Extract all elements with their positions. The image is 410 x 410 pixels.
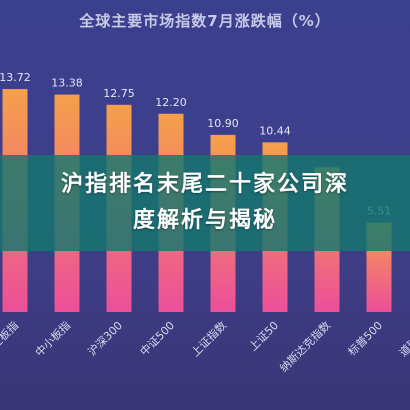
value-label-5: 10.44 xyxy=(259,124,291,137)
category-label-0: 创业板指 xyxy=(0,318,21,359)
category-label-2: 沪深300 xyxy=(85,318,125,358)
category-label-1: 中小板指 xyxy=(32,318,73,359)
value-label-3: 12.20 xyxy=(155,96,187,109)
category-label-6: 纳斯达克指数 xyxy=(277,318,334,375)
category-label-3: 中证500 xyxy=(138,319,178,359)
value-label-0: 13.72 xyxy=(0,71,31,84)
headline-banner: 沪指排名末尾二十家公司深度解析与揭秘 xyxy=(0,155,410,251)
category-label-4: 上证指数 xyxy=(188,318,229,359)
category-label-8: 道琼斯工 xyxy=(396,318,410,359)
category-label-7: 标普500 xyxy=(345,318,385,358)
category-label-5: 上证50 xyxy=(246,319,281,354)
chart-title: 全球主要市场指数7月涨跌幅（%） xyxy=(79,12,331,30)
value-label-1: 13.38 xyxy=(51,77,83,90)
headline-text: 沪指排名末尾二十家公司深度解析与揭秘 xyxy=(60,172,349,233)
value-label-4: 10.90 xyxy=(207,117,239,130)
value-label-2: 12.75 xyxy=(103,87,135,100)
